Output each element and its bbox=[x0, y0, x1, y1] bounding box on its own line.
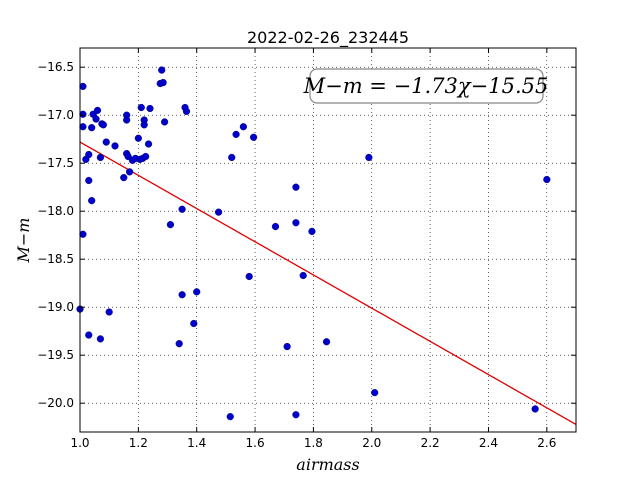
data-point bbox=[292, 411, 300, 419]
x-tick-label: 1.6 bbox=[246, 436, 265, 450]
data-point bbox=[111, 142, 119, 150]
data-point bbox=[85, 176, 93, 185]
x-tick-labels: 1.0 1.2 1.4 1.6 1.8 2.0 2.2 2.4 2.6 bbox=[70, 436, 556, 450]
data-point bbox=[271, 222, 280, 231]
data-point bbox=[250, 133, 258, 141]
data-point bbox=[371, 389, 379, 397]
data-point bbox=[166, 221, 175, 229]
y-tick-label: −20.0 bbox=[37, 396, 74, 410]
y-tick-label: −18.5 bbox=[37, 252, 74, 266]
data-point bbox=[161, 118, 169, 126]
y-tick-label: −18.0 bbox=[37, 204, 74, 218]
data-point bbox=[93, 106, 102, 115]
y-tick-labels: −16.5 −17.0 −17.5 −18.0 −18.5 −19.0 −19.5 −20.0 bbox=[37, 60, 74, 410]
data-point bbox=[322, 338, 331, 346]
x-tick-label: 2.6 bbox=[537, 436, 556, 450]
data-point bbox=[92, 115, 100, 123]
data-point bbox=[292, 219, 300, 227]
data-point bbox=[96, 153, 105, 162]
fit-line-layer bbox=[79, 141, 577, 425]
x-tick-label: 2.2 bbox=[421, 436, 440, 450]
data-point bbox=[239, 123, 247, 131]
data-point bbox=[190, 319, 198, 328]
data-point bbox=[543, 175, 551, 184]
fit-equation-text: M−m = −1.73χ−15.55 bbox=[303, 74, 549, 98]
data-points bbox=[76, 66, 551, 421]
data-point bbox=[182, 107, 191, 115]
x-axis-label: airmass bbox=[296, 455, 359, 474]
y-axis-label: M−m bbox=[14, 218, 33, 264]
y-tick-label: −17.0 bbox=[37, 108, 74, 122]
axis-ticks bbox=[79, 48, 576, 432]
data-point bbox=[531, 405, 539, 413]
data-point bbox=[126, 168, 134, 176]
x-tick-label: 1.2 bbox=[129, 436, 148, 450]
data-point bbox=[88, 124, 96, 132]
data-point bbox=[123, 116, 131, 124]
data-point bbox=[178, 291, 186, 299]
data-point bbox=[88, 197, 96, 205]
data-point bbox=[292, 183, 300, 191]
data-point bbox=[85, 331, 93, 339]
y-tick-label: −19.5 bbox=[37, 348, 74, 362]
x-tick-label: 1.4 bbox=[187, 436, 206, 450]
data-point bbox=[79, 230, 87, 238]
data-point bbox=[102, 138, 110, 146]
data-point bbox=[105, 308, 113, 316]
data-point bbox=[79, 123, 87, 131]
data-point bbox=[146, 104, 154, 113]
data-point bbox=[178, 205, 186, 213]
x-tick-label: 2.4 bbox=[479, 436, 498, 450]
data-point bbox=[79, 82, 87, 91]
data-point bbox=[142, 152, 150, 161]
data-point bbox=[144, 140, 153, 148]
data-point bbox=[134, 134, 142, 142]
fit-equation-box: M−m = −1.73χ−15.55 bbox=[303, 68, 549, 104]
data-point bbox=[137, 103, 145, 112]
y-tick-label: −17.5 bbox=[37, 156, 74, 170]
data-point bbox=[96, 335, 105, 343]
data-point bbox=[159, 78, 167, 87]
data-point bbox=[283, 342, 291, 351]
data-point bbox=[308, 227, 316, 235]
plot-frame bbox=[79, 47, 577, 433]
data-point bbox=[214, 208, 223, 216]
chart-title: 2022-02-26_232445 bbox=[247, 28, 409, 48]
data-point bbox=[79, 110, 87, 118]
data-point bbox=[120, 174, 128, 182]
data-point bbox=[228, 153, 236, 162]
data-point bbox=[232, 130, 240, 139]
data-point bbox=[299, 271, 307, 280]
x-tick-label: 2.0 bbox=[362, 436, 381, 450]
data-point bbox=[365, 153, 373, 162]
data-point bbox=[85, 150, 93, 159]
annotation-box bbox=[309, 68, 544, 104]
data-point bbox=[158, 66, 166, 74]
grid-lines bbox=[79, 48, 576, 432]
fit-line bbox=[79, 141, 577, 425]
data-point bbox=[140, 121, 148, 129]
data-point bbox=[193, 288, 201, 296]
data-point bbox=[245, 272, 253, 281]
y-tick-label: −19.0 bbox=[37, 300, 74, 314]
data-point bbox=[226, 413, 234, 421]
x-tick-label: 1.0 bbox=[70, 436, 89, 450]
data-point bbox=[175, 340, 183, 348]
data-point bbox=[99, 121, 107, 129]
x-tick-label: 1.8 bbox=[304, 436, 323, 450]
y-tick-label: −16.5 bbox=[37, 60, 74, 74]
